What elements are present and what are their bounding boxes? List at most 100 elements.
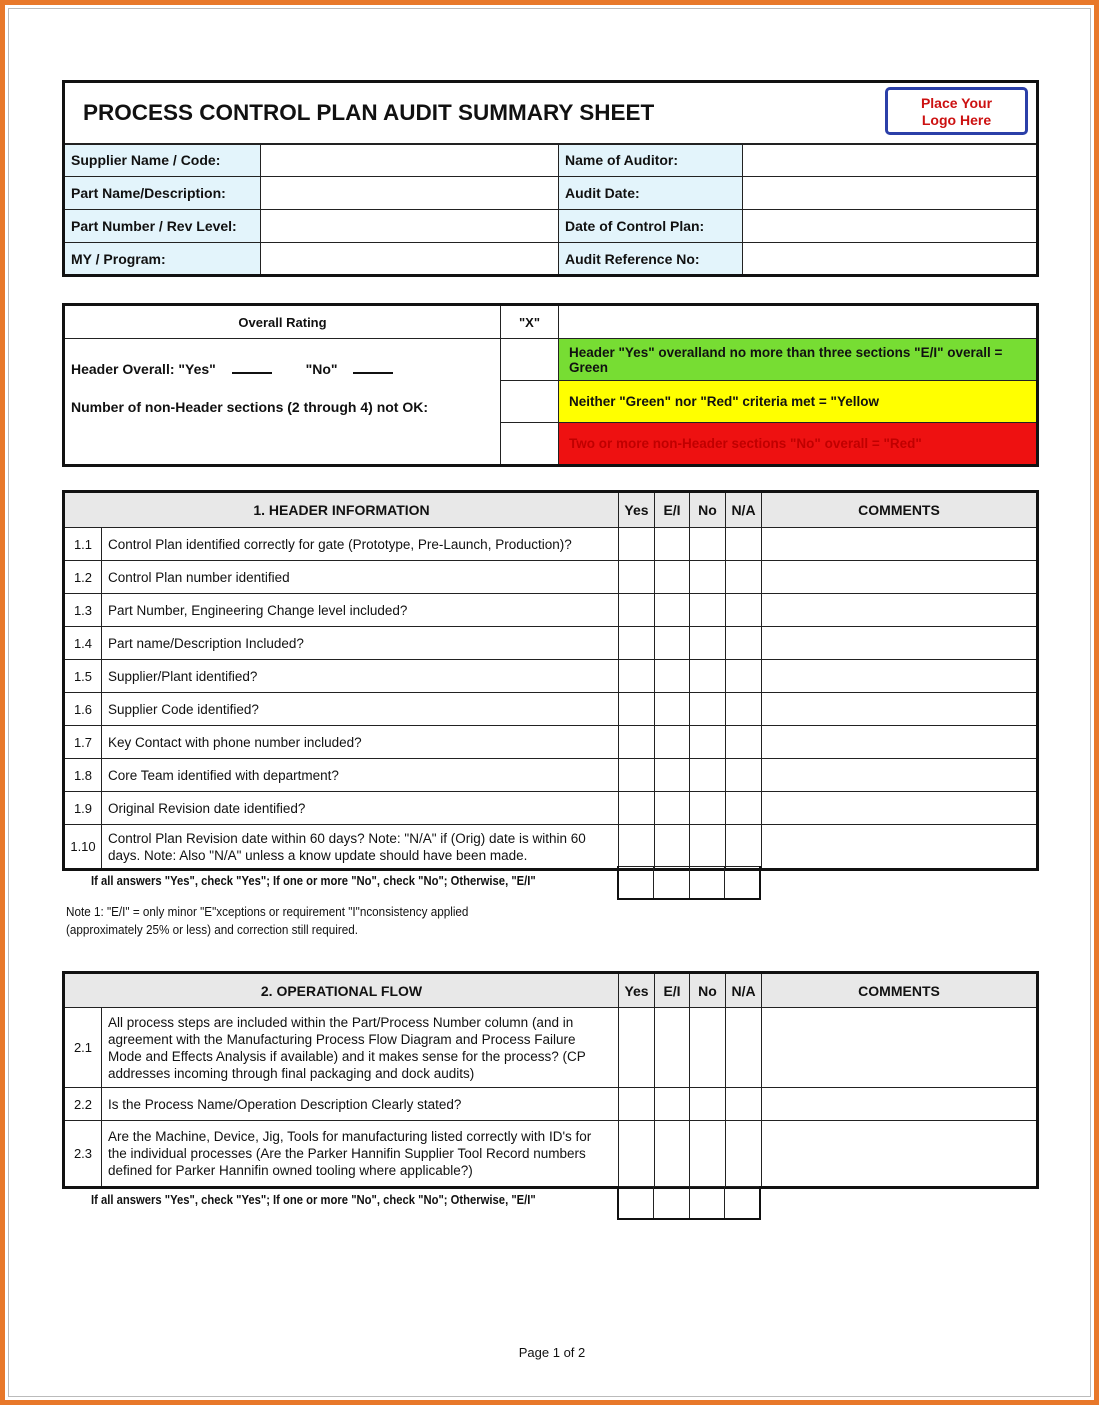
no-cell[interactable] bbox=[689, 593, 726, 627]
summary-yes[interactable] bbox=[617, 1186, 654, 1219]
column-header-no: No bbox=[689, 491, 726, 528]
comments-cell[interactable] bbox=[761, 725, 1038, 759]
no-cell[interactable] bbox=[689, 824, 726, 870]
no-cell[interactable] bbox=[689, 692, 726, 726]
section-title: 2. OPERATIONAL FLOW bbox=[62, 972, 620, 1008]
yes-cell[interactable] bbox=[618, 527, 655, 561]
red-criteria: Two or more non-Header sections "No" ove… bbox=[558, 422, 1038, 466]
comments-cell[interactable] bbox=[761, 758, 1038, 792]
info-value-2[interactable] bbox=[742, 176, 1038, 210]
yes-cell[interactable] bbox=[618, 791, 655, 825]
info-label: Part Name/Description: bbox=[63, 176, 261, 210]
item-question: Is the Process Name/Operation Descriptio… bbox=[100, 1087, 620, 1121]
no-cell[interactable] bbox=[689, 1120, 727, 1188]
no-cell[interactable] bbox=[689, 1007, 727, 1088]
yes-cell[interactable] bbox=[618, 692, 655, 726]
no-cell[interactable] bbox=[689, 725, 726, 759]
yes-cell[interactable] bbox=[618, 1087, 656, 1121]
na-cell[interactable] bbox=[725, 824, 762, 870]
yes-cell[interactable] bbox=[618, 1007, 656, 1088]
comments-cell[interactable] bbox=[761, 791, 1038, 825]
info-label-2: Audit Reference No: bbox=[558, 242, 743, 276]
comments-cell[interactable] bbox=[761, 659, 1038, 693]
item-question: Supplier Code identified? bbox=[101, 692, 619, 726]
na-cell[interactable] bbox=[725, 725, 762, 759]
comments-cell[interactable] bbox=[761, 1007, 1038, 1088]
comments-cell[interactable] bbox=[761, 626, 1038, 660]
info-value[interactable] bbox=[260, 143, 559, 177]
ei-cell[interactable] bbox=[654, 593, 690, 627]
comments-cell[interactable] bbox=[761, 560, 1038, 594]
ei-cell[interactable] bbox=[654, 1087, 691, 1121]
summary-ei[interactable] bbox=[653, 866, 690, 899]
no-cell[interactable] bbox=[689, 758, 726, 792]
info-value[interactable] bbox=[260, 176, 559, 210]
yes-cell[interactable] bbox=[618, 1120, 656, 1188]
na-cell[interactable] bbox=[725, 692, 762, 726]
x-yellow[interactable] bbox=[500, 380, 559, 423]
x-green[interactable] bbox=[500, 338, 559, 381]
summary-na[interactable] bbox=[724, 1186, 761, 1219]
yes-cell[interactable] bbox=[618, 824, 655, 870]
no-cell[interactable] bbox=[689, 626, 726, 660]
comments-cell[interactable] bbox=[761, 1087, 1038, 1121]
ei-cell[interactable] bbox=[654, 1120, 691, 1188]
item-question: Core Team identified with department? bbox=[101, 758, 619, 792]
no-cell[interactable] bbox=[689, 1087, 727, 1121]
comments-cell[interactable] bbox=[761, 527, 1038, 561]
comments-cell[interactable] bbox=[761, 692, 1038, 726]
info-value-2[interactable] bbox=[742, 143, 1038, 177]
page-title: PROCESS CONTROL PLAN AUDIT SUMMARY SHEET bbox=[83, 99, 655, 125]
info-value-2[interactable] bbox=[742, 209, 1038, 243]
summary-no[interactable] bbox=[688, 1186, 725, 1219]
na-cell[interactable] bbox=[725, 659, 762, 693]
comments-cell[interactable] bbox=[761, 593, 1038, 627]
comments-cell[interactable] bbox=[761, 1120, 1038, 1188]
ei-cell[interactable] bbox=[654, 527, 690, 561]
info-value[interactable] bbox=[260, 242, 559, 276]
summary-na[interactable] bbox=[724, 866, 761, 899]
x-red[interactable] bbox=[500, 422, 559, 466]
column-header-yes: Yes bbox=[618, 972, 656, 1008]
na-cell[interactable] bbox=[725, 1120, 763, 1188]
ei-cell[interactable] bbox=[654, 758, 690, 792]
yes-blank[interactable] bbox=[231, 372, 272, 374]
no-cell[interactable] bbox=[689, 560, 726, 594]
yes-cell[interactable] bbox=[618, 593, 655, 627]
na-cell[interactable] bbox=[725, 758, 762, 792]
yes-cell[interactable] bbox=[618, 626, 655, 660]
ei-cell[interactable] bbox=[654, 1007, 691, 1088]
na-cell[interactable] bbox=[725, 626, 762, 660]
info-value-2[interactable] bbox=[742, 242, 1038, 276]
ei-cell[interactable] bbox=[654, 560, 690, 594]
ei-cell[interactable] bbox=[654, 725, 690, 759]
section1-summary-boxes bbox=[617, 866, 761, 900]
na-cell[interactable] bbox=[725, 593, 762, 627]
ei-cell[interactable] bbox=[654, 659, 690, 693]
info-label: Part Number / Rev Level: bbox=[63, 209, 261, 243]
na-cell[interactable] bbox=[725, 1007, 763, 1088]
na-cell[interactable] bbox=[725, 1087, 763, 1121]
yellow-criteria: Neither "Green" nor "Red" criteria met =… bbox=[558, 380, 1038, 423]
na-cell[interactable] bbox=[725, 791, 762, 825]
no-cell[interactable] bbox=[689, 659, 726, 693]
yes-cell[interactable] bbox=[618, 659, 655, 693]
no-cell[interactable] bbox=[689, 527, 726, 561]
no-blank[interactable] bbox=[353, 372, 394, 374]
ei-cell[interactable] bbox=[654, 824, 690, 870]
summary-ei[interactable] bbox=[653, 1186, 690, 1219]
ei-cell[interactable] bbox=[654, 791, 690, 825]
summary-yes[interactable] bbox=[617, 866, 654, 899]
yes-cell[interactable] bbox=[618, 560, 655, 594]
column-header-ei: E/I bbox=[654, 972, 691, 1008]
ei-cell[interactable] bbox=[654, 626, 690, 660]
yes-cell[interactable] bbox=[618, 758, 655, 792]
yes-cell[interactable] bbox=[618, 725, 655, 759]
comments-cell[interactable] bbox=[761, 824, 1038, 870]
na-cell[interactable] bbox=[725, 560, 762, 594]
na-cell[interactable] bbox=[725, 527, 762, 561]
ei-cell[interactable] bbox=[654, 692, 690, 726]
no-cell[interactable] bbox=[689, 791, 726, 825]
info-value[interactable] bbox=[260, 209, 559, 243]
summary-no[interactable] bbox=[688, 866, 725, 899]
